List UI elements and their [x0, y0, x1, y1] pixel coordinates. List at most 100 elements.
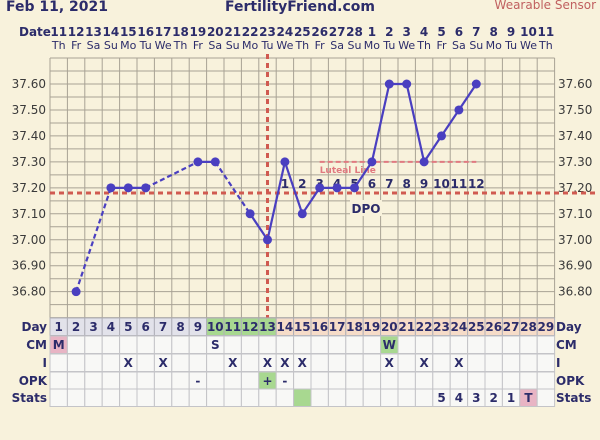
temp-point	[367, 157, 377, 167]
weekday-label: Th	[173, 39, 188, 52]
weekday-label: Fr	[315, 39, 326, 52]
cm-cell	[136, 335, 155, 354]
date-label: 20	[207, 25, 224, 39]
weekday-label: Mo	[120, 39, 136, 52]
cm-cell	[66, 335, 86, 354]
temp-point	[245, 209, 255, 219]
y-tick-left: 37.30	[12, 155, 46, 169]
date-label: 26	[311, 25, 328, 39]
y-tick-left: 37.10	[12, 207, 46, 221]
day-number: 27	[503, 320, 520, 334]
temp-point	[471, 79, 481, 89]
stats-cell	[171, 388, 190, 407]
opk-cell	[414, 371, 434, 390]
day-number: 18	[346, 320, 363, 334]
date-label: 17	[155, 25, 172, 39]
y-tick-left: 37.40	[12, 129, 46, 143]
stats-cell	[153, 388, 173, 407]
date-label: 10	[520, 25, 537, 39]
cm-cell	[501, 335, 521, 354]
y-tick-right: 37.50	[558, 103, 592, 117]
weekday-label: Su	[104, 39, 118, 52]
i-value: X	[419, 356, 429, 370]
row-label-i: I	[43, 356, 47, 370]
cm-cell	[484, 335, 503, 354]
weekday-label: Th	[416, 39, 431, 52]
opk-cell	[345, 371, 364, 390]
i-cell	[467, 353, 486, 372]
stats-cell	[293, 388, 312, 407]
stats-value: T	[524, 391, 533, 405]
weekday-label: Sa	[87, 39, 101, 52]
day-number: 25	[468, 320, 485, 334]
day-number: 24	[451, 320, 468, 334]
stats-cell	[258, 388, 277, 407]
date-label: 5	[437, 25, 445, 39]
i-cell	[101, 353, 121, 372]
y-tick-left: 37.20	[12, 181, 46, 195]
y-tick-left: 36.90	[12, 259, 46, 273]
i-cell	[49, 353, 68, 372]
row-label-stats: Stats	[12, 391, 47, 405]
weekday-label: Mo	[486, 39, 502, 52]
day-number: 11	[224, 320, 241, 334]
temp-point	[402, 79, 412, 89]
date-label: 8	[490, 25, 498, 39]
cm-cell	[188, 335, 208, 354]
opk-cell	[153, 371, 173, 390]
temp-point	[297, 209, 307, 219]
opk-cell	[327, 371, 347, 390]
row-label-right-stats: Stats	[556, 391, 591, 405]
weekday-label: Su	[348, 39, 362, 52]
y-tick-right: 37.30	[558, 155, 592, 169]
y-tick-left: 37.50	[12, 103, 46, 117]
opk-cell	[206, 371, 225, 390]
date-label: 11	[538, 25, 555, 39]
i-cell	[432, 353, 451, 372]
i-cell	[484, 353, 503, 372]
opk-cell	[136, 371, 155, 390]
weekday-label: Tu	[504, 39, 517, 52]
i-value: X	[228, 356, 238, 370]
opk-cell	[84, 371, 103, 390]
date-label: 7	[472, 25, 480, 39]
i-cell	[345, 353, 364, 372]
stats-value: 4	[455, 391, 463, 405]
stats-cell	[380, 388, 399, 407]
temp-point	[384, 79, 394, 89]
i-cell	[310, 353, 329, 372]
temp-segment	[440, 109, 460, 137]
date-label: 16	[137, 25, 154, 39]
stats-value: 5	[437, 391, 445, 405]
stats-cell	[310, 388, 329, 407]
day-number: 6	[142, 320, 150, 334]
i-value: X	[158, 356, 168, 370]
stats-cell	[536, 388, 556, 407]
date-label: 12	[68, 25, 85, 39]
opk-value: +	[262, 374, 272, 388]
luteal-line-label: Luteal Line	[320, 166, 376, 176]
y-tick-right: 37.00	[558, 233, 592, 247]
weekday-label: Fr	[193, 39, 204, 52]
dpo-label: DPO	[352, 202, 381, 216]
y-tick-right: 36.90	[558, 259, 592, 273]
cm-cell	[414, 335, 434, 354]
temp-segment	[249, 213, 269, 241]
y-tick-right: 37.40	[558, 129, 592, 143]
i-cell	[84, 353, 103, 372]
cm-cell	[84, 335, 103, 354]
y-tick-right: 36.80	[558, 285, 592, 299]
date-label: 25	[294, 25, 311, 39]
day-number: 8	[176, 320, 184, 334]
opk-cell	[101, 371, 121, 390]
cm-cell	[293, 335, 312, 354]
i-cell	[501, 353, 521, 372]
opk-cell	[380, 371, 399, 390]
day-number: 23	[433, 320, 450, 334]
row-label-opk: OPK	[19, 374, 48, 388]
temp-segment	[423, 135, 443, 163]
opk-cell	[119, 371, 138, 390]
temp-segment	[145, 160, 199, 189]
day-number: 26	[485, 320, 502, 334]
stats-cell	[206, 388, 225, 407]
